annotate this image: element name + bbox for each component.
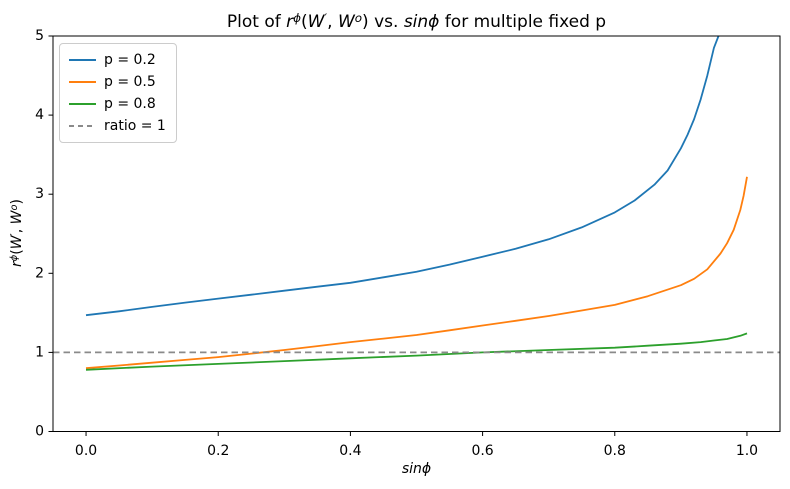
- ylabel-w1: W: [9, 235, 25, 250]
- title-o-sup: o: [354, 11, 363, 26]
- title-suffix: for multiple fixed p: [439, 12, 607, 32]
- x-tick-label: 1.0: [736, 443, 758, 459]
- y-tick-label: 1: [35, 344, 44, 360]
- series-line-p-0.8: [85, 332, 748, 371]
- x-axis-ticks: 0.0 0.2 0.4 0.6 0.8 1.0: [75, 431, 758, 459]
- ylabel-r: r: [9, 261, 25, 267]
- x-tick-label: 0.6: [471, 443, 493, 459]
- legend-label: ratio = 1: [104, 118, 166, 134]
- ylabel-w2: W: [9, 210, 25, 225]
- y-tick-label: 0: [35, 424, 44, 440]
- title-text: Plot of: [226, 12, 287, 32]
- legend-label: p = 0.5: [104, 74, 156, 90]
- title-comma: ,: [327, 12, 338, 32]
- title-vs: vs.: [368, 12, 404, 32]
- legend-item: p = 0.2: [69, 50, 166, 70]
- plot-series: [53, 36, 780, 371]
- title-r: r: [286, 12, 294, 32]
- legend-label: p = 0.8: [104, 96, 156, 112]
- axes-frame: [52, 35, 781, 432]
- legend-item: p = 0.8: [69, 94, 166, 114]
- legend-line-sample: [69, 103, 96, 105]
- y-tick-label: 4: [35, 107, 44, 123]
- legend-label: p = 0.2: [104, 52, 156, 68]
- x-tick-label: 0.8: [604, 443, 626, 459]
- ylabel-comma: ,: [9, 224, 25, 234]
- title-paren: (: [300, 12, 308, 32]
- legend-line-sample: [69, 125, 96, 127]
- y-tick-label: 2: [35, 265, 44, 281]
- legend-item: ratio = 1: [69, 116, 166, 136]
- y-axis-ticks: 0 1 2 3 4 5: [35, 28, 53, 440]
- title-w2: W: [337, 12, 355, 32]
- x-tick-label: 0.0: [75, 443, 97, 459]
- y-axis-label: rϕ(W′, Wo): [9, 133, 25, 333]
- y-tick-label: 3: [35, 186, 44, 202]
- ylabel-phi-sup: ϕ: [8, 254, 20, 262]
- x-tick-label: 0.2: [207, 443, 229, 459]
- legend: p = 0.2 p = 0.5 p = 0.8 ratio = 1: [59, 43, 177, 143]
- xlabel-sinphi: sinϕ: [401, 461, 432, 477]
- legend-line-sample: [69, 81, 96, 83]
- x-axis-label: sinϕ: [53, 461, 780, 477]
- title-phi-sup: ϕ: [293, 11, 301, 26]
- chart-title: Plot of rϕ(W′, Wo) vs. sinϕ for multiple…: [53, 12, 780, 32]
- y-tick-label: 5: [35, 28, 44, 44]
- title-prime: ′: [324, 11, 328, 26]
- title-paren-close: ): [362, 12, 369, 32]
- series-line-p-0.2: [85, 36, 720, 317]
- legend-line-sample: [69, 59, 96, 61]
- title-w1: W: [307, 12, 325, 32]
- series-line-p-0.5: [85, 176, 748, 370]
- ylabel-o-sup: o: [8, 204, 20, 211]
- legend-item: p = 0.5: [69, 72, 166, 92]
- title-sinphi: sinϕ: [403, 12, 440, 32]
- x-tick-label: 0.4: [339, 443, 361, 459]
